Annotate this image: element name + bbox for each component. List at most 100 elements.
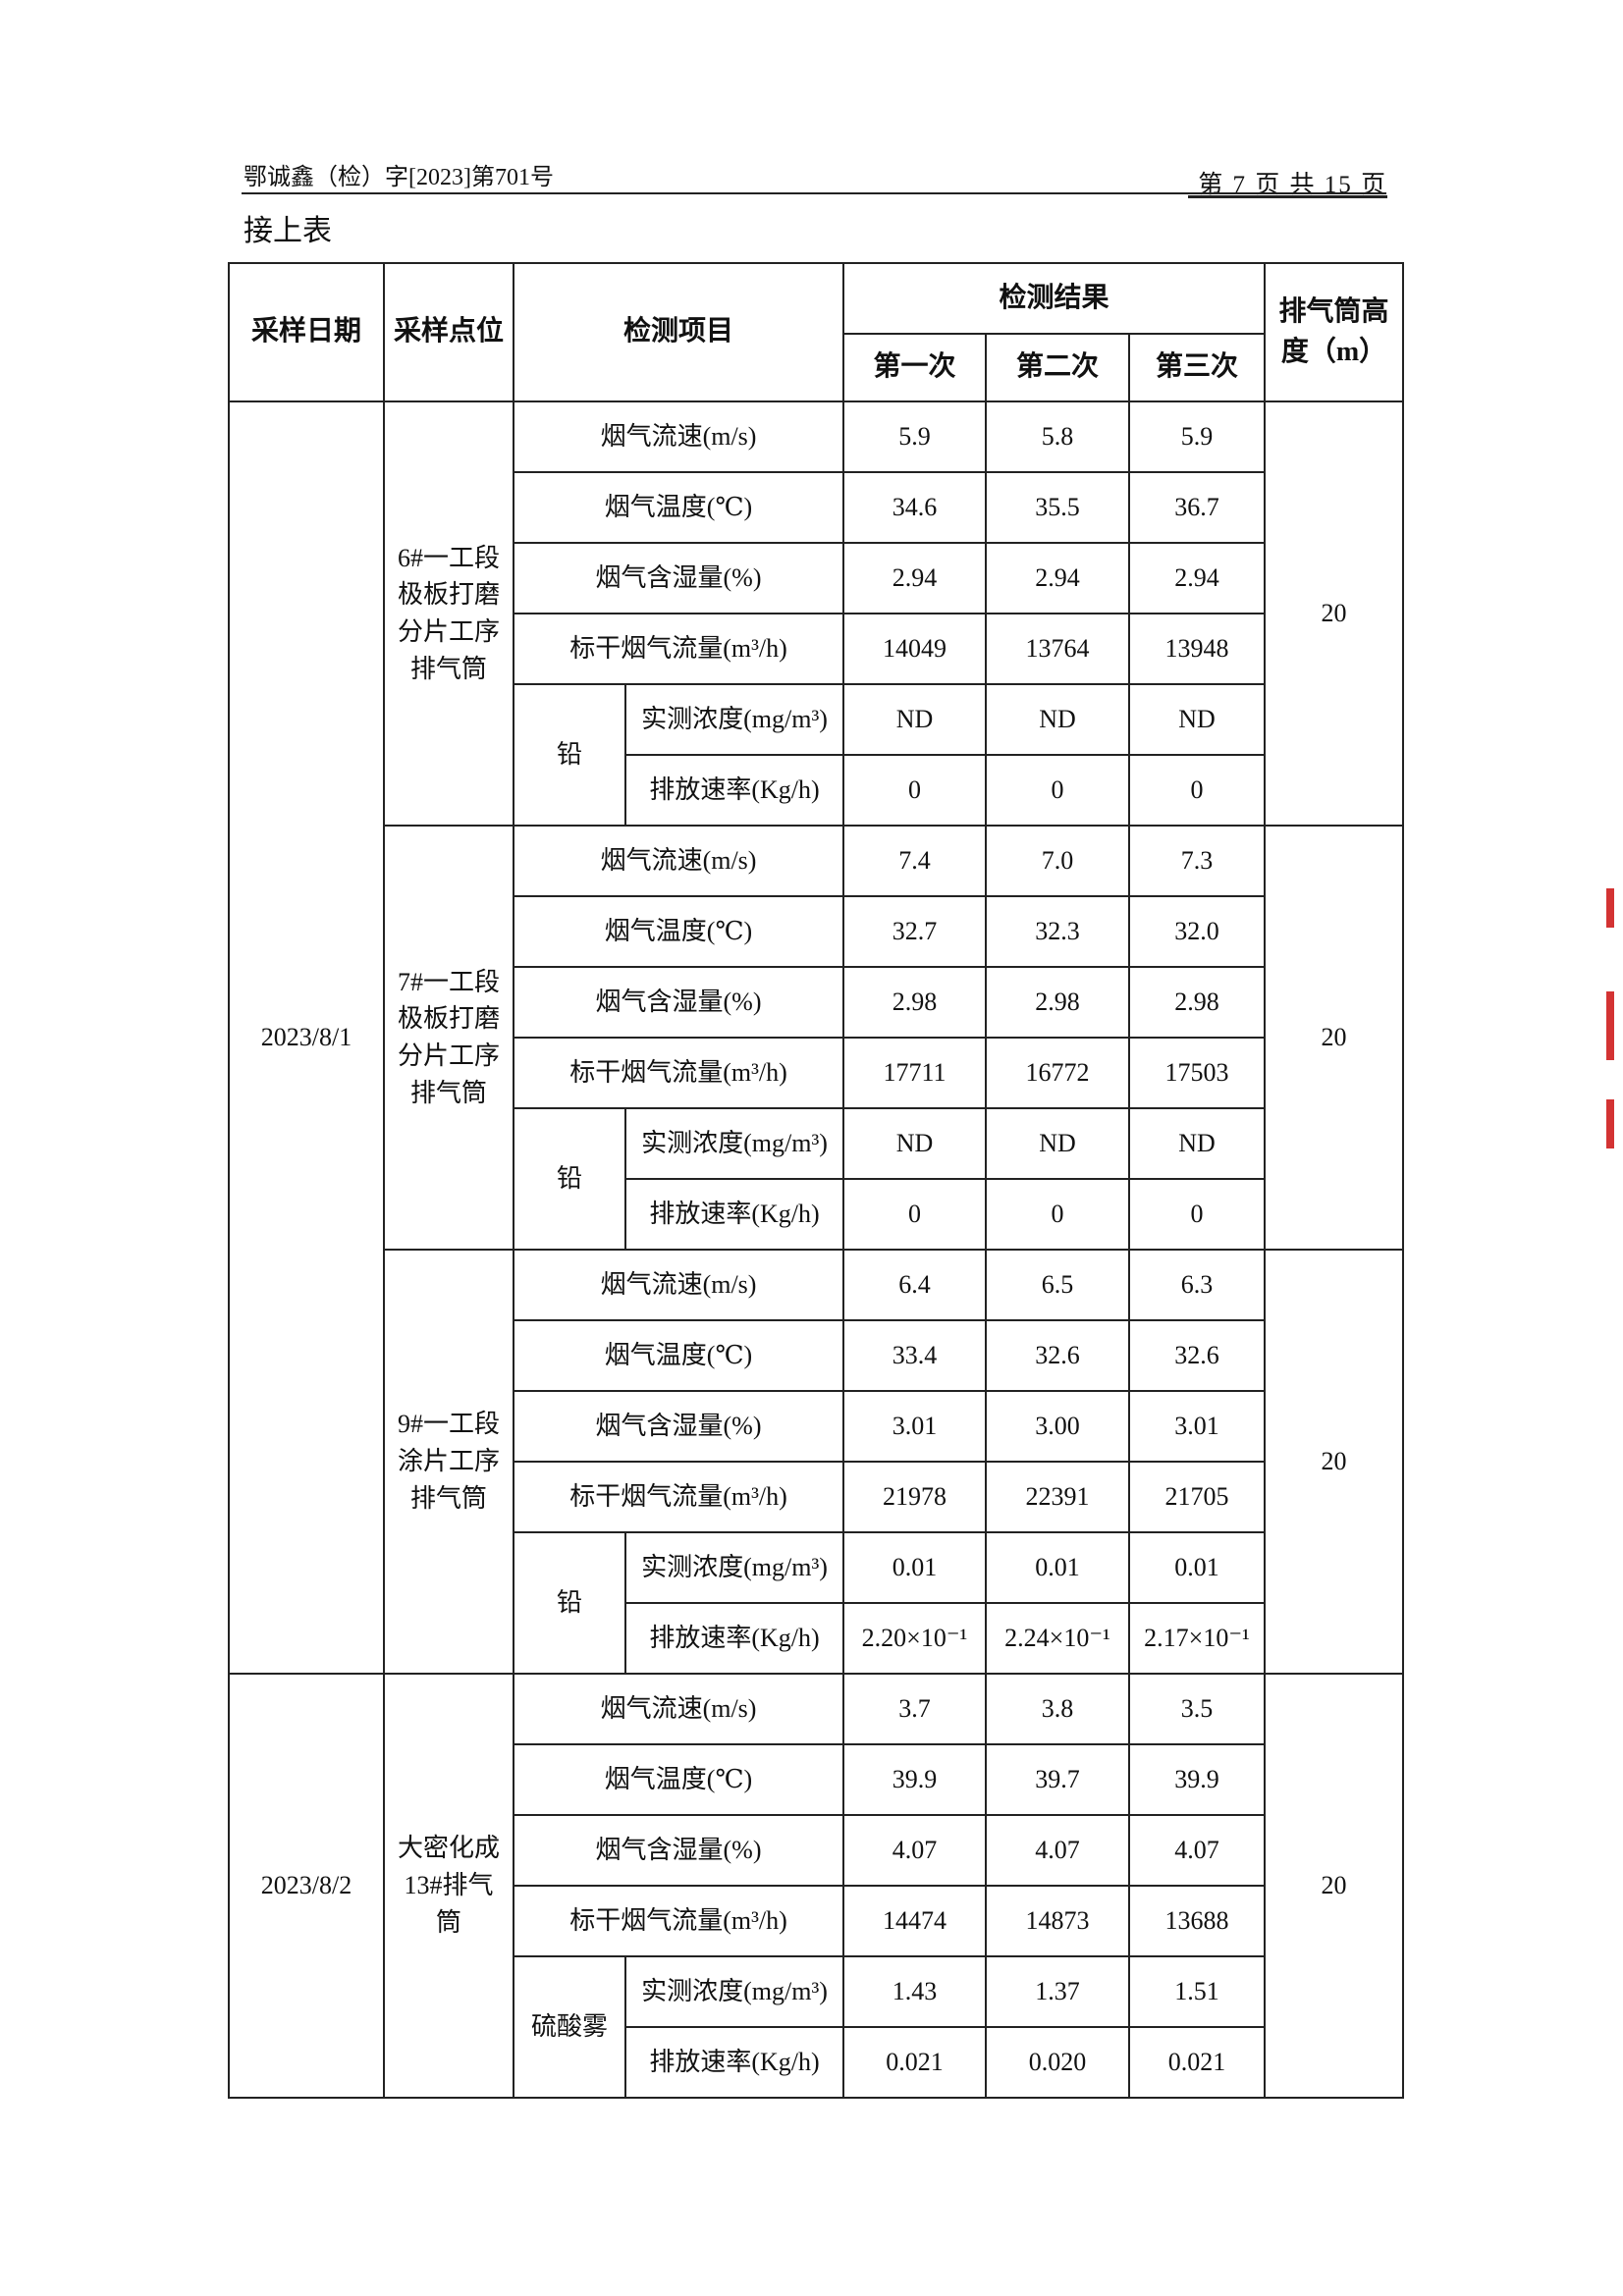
seal-mark xyxy=(1606,1099,1614,1148)
seal-mark xyxy=(1606,888,1614,928)
result-value: 32.6 xyxy=(1128,1319,1267,1392)
table-row: 烟气含湿量(%) 2.98 2.98 2.98 xyxy=(229,966,1403,1039)
result-value: 32.0 xyxy=(1128,895,1267,968)
test-item: 烟气含湿量(%) xyxy=(512,966,845,1039)
result-value: 22391 xyxy=(985,1461,1131,1533)
result-value: ND xyxy=(985,683,1131,756)
test-item: 标干烟气流量(m³/h) xyxy=(512,613,845,685)
test-item: 烟气含湿量(%) xyxy=(512,1390,845,1463)
result-value: 2.20×10⁻¹ xyxy=(842,1602,988,1675)
result-value: 0.020 xyxy=(985,2026,1131,2099)
pollutant-name: 铅 xyxy=(513,1531,626,1675)
result-value: 14873 xyxy=(985,1885,1131,1957)
table-row: 铅实测浓度(mg/m³) ND ND ND xyxy=(229,683,1403,827)
table-row: 烟气含湿量(%) 3.01 3.00 3.01 xyxy=(229,1390,1403,1463)
document-number: 鄂诚鑫（检）字[2023]第701号 xyxy=(243,165,554,190)
result-value: 13764 xyxy=(985,613,1131,685)
result-value: 14049 xyxy=(842,613,988,685)
header-item: 检测项目 xyxy=(512,262,845,402)
result-value: 2.94 xyxy=(1128,542,1267,614)
result-value: 35.5 xyxy=(985,471,1131,544)
sampling-point: 9#一工段涂片工序排气筒 xyxy=(383,1249,514,1675)
table-row: 铅实测浓度(mg/m³) ND ND ND xyxy=(229,1107,1403,1251)
sampling-point: 6#一工段极板打磨分片工序排气筒 xyxy=(383,400,514,827)
stack-height: 20 xyxy=(1264,1673,1405,2099)
stack-height: 20 xyxy=(1264,400,1405,827)
table-row: 标干烟气流量(m³/h) 17711 16772 17503 xyxy=(229,1037,1403,1109)
result-value: 0.01 xyxy=(985,1531,1131,1604)
result-value: 6.3 xyxy=(1128,1249,1267,1321)
table-row: 烟气含湿量(%) 2.94 2.94 2.94 xyxy=(229,542,1403,614)
table-row: 铅实测浓度(mg/m³) 0.01 0.01 0.01 xyxy=(229,1531,1403,1675)
pollutant-name: 铅 xyxy=(513,683,626,827)
result-value: 5.9 xyxy=(842,400,988,473)
test-item: 烟气含湿量(%) xyxy=(512,1814,845,1887)
table-row: 排放速率(Kg/h) 0 0 0 xyxy=(229,754,1403,827)
result-value: 2.24×10⁻¹ xyxy=(985,1602,1131,1675)
result-value: 13688 xyxy=(1128,1885,1267,1957)
table-row: 排放速率(Kg/h) 0 0 0 xyxy=(229,1178,1403,1251)
table-row: 排放速率(Kg/h) 2.20×10⁻¹ 2.24×10⁻¹ 2.17×10⁻¹ xyxy=(229,1602,1403,1675)
result-value: 33.4 xyxy=(842,1319,988,1392)
sampling-date: 2023/8/2 xyxy=(228,1673,385,2099)
result-value: 0.021 xyxy=(1128,2026,1267,2099)
result-value: 3.8 xyxy=(985,1673,1131,1745)
result-value: 3.00 xyxy=(985,1390,1131,1463)
result-value: 0 xyxy=(985,754,1131,827)
result-value: 3.01 xyxy=(842,1390,988,1463)
test-item: 实测浓度(mg/m³) xyxy=(623,1955,845,2028)
result-value: 7.4 xyxy=(842,825,988,897)
result-value: ND xyxy=(1128,1107,1267,1180)
result-value: 7.3 xyxy=(1128,825,1267,897)
result-value: 4.07 xyxy=(1128,1814,1267,1887)
result-value: 13948 xyxy=(1128,613,1267,685)
header-divider-thick xyxy=(1188,195,1387,198)
result-value: 17503 xyxy=(1128,1037,1267,1109)
result-value: ND xyxy=(842,683,988,756)
result-value: 5.9 xyxy=(1128,400,1267,473)
result-value: 0 xyxy=(842,754,988,827)
result-value: 39.7 xyxy=(985,1743,1131,1816)
result-value: 2.98 xyxy=(985,966,1131,1039)
header-height: 排气筒高度（m） xyxy=(1264,262,1405,402)
result-value: 2.98 xyxy=(1128,966,1267,1039)
result-value: 0.021 xyxy=(842,2026,988,2099)
table-row: 2023/8/2 大密化成13#排气筒 烟气流速(m/s) 3.7 3.8 3.5 20 xyxy=(228,1673,1405,2099)
table-row: 标干烟气流量(m³/h) 14474 14873 13688 xyxy=(229,1885,1403,1957)
result-value: 17711 xyxy=(842,1037,988,1109)
test-item: 烟气流速(m/s) xyxy=(512,825,845,897)
test-item: 排放速率(Kg/h) xyxy=(623,2026,845,2099)
result-value: 32.6 xyxy=(985,1319,1131,1392)
test-item: 烟气流速(m/s) xyxy=(512,1249,845,1321)
result-value: 3.7 xyxy=(842,1673,988,1745)
result-value: 0.01 xyxy=(1128,1531,1267,1604)
result-value: 21705 xyxy=(1128,1461,1267,1533)
pollutant-name: 铅 xyxy=(513,1107,626,1251)
result-value: 4.07 xyxy=(842,1814,988,1887)
result-value: 6.5 xyxy=(985,1249,1131,1321)
result-value: 2.94 xyxy=(985,542,1131,614)
result-value: 2.94 xyxy=(842,542,988,614)
test-item: 排放速率(Kg/h) xyxy=(623,754,845,827)
header-third: 第三次 xyxy=(1128,333,1267,402)
result-value: 14474 xyxy=(842,1885,988,1957)
test-item: 烟气流速(m/s) xyxy=(512,1673,845,1745)
header-first: 第一次 xyxy=(842,333,988,402)
table-row: 标干烟气流量(m³/h) 14049 13764 13948 xyxy=(229,613,1403,685)
result-value: 39.9 xyxy=(842,1743,988,1816)
table-row: 烟气温度(℃) 34.6 35.5 36.7 xyxy=(229,471,1403,544)
test-item: 标干烟气流量(m³/h) xyxy=(512,1037,845,1109)
test-item: 烟气温度(℃) xyxy=(512,895,845,968)
stack-height: 20 xyxy=(1264,825,1405,1251)
sampling-point: 7#一工段极板打磨分片工序排气筒 xyxy=(383,825,514,1251)
result-value: ND xyxy=(985,1107,1131,1180)
result-value: 34.6 xyxy=(842,471,988,544)
test-item: 实测浓度(mg/m³) xyxy=(623,683,845,756)
result-value: 5.8 xyxy=(985,400,1131,473)
sampling-point: 大密化成13#排气筒 xyxy=(383,1673,514,2099)
table-row: 硫酸雾 实测浓度(mg/m³) 1.43 1.37 1.51 xyxy=(229,1955,1403,2099)
table-row: 烟气含湿量(%) 4.07 4.07 4.07 xyxy=(229,1814,1403,1887)
header-divider xyxy=(242,192,1386,194)
header-results: 检测结果 xyxy=(842,262,1267,335)
test-item: 标干烟气流量(m³/h) xyxy=(512,1461,845,1533)
